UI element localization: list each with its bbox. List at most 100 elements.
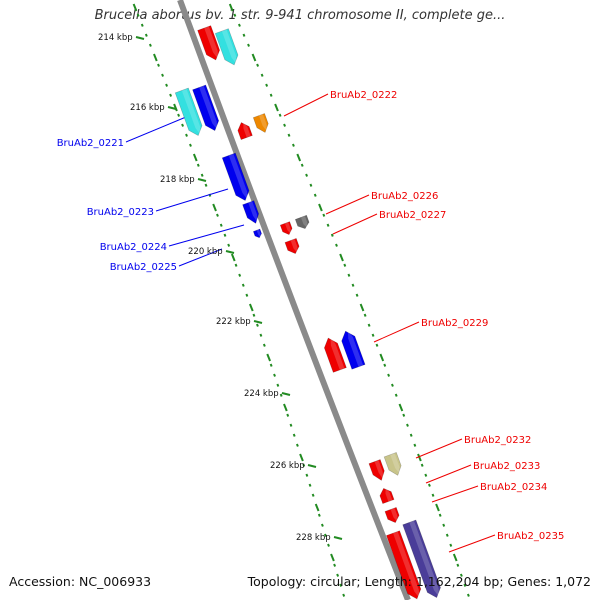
ruler-tick: [253, 320, 263, 324]
minor-tick: [238, 23, 241, 27]
minor-tick: [227, 243, 231, 247]
minor-tick: [456, 563, 460, 567]
gene-bruab2-0232[interactable]: [383, 452, 404, 477]
minor-tick: [189, 143, 192, 147]
gene-label-bruab2-0227[interactable]: BruAb2_0227: [379, 210, 446, 221]
minor-tick: [333, 563, 337, 567]
label-leader: [431, 485, 479, 503]
gene-cyan[interactable]: [214, 28, 240, 68]
gene-label-bruab2-0229[interactable]: BruAb2_0229: [421, 318, 488, 329]
minor-tick: [136, 13, 140, 17]
map-title: Brucella abortus bv. 1 str. 9-941 chromo…: [94, 8, 506, 23]
gene-bruab2-0235[interactable]: [402, 519, 444, 600]
major-tick: [248, 303, 254, 312]
minor-tick: [466, 593, 470, 597]
minor-tick: [157, 63, 160, 67]
minor-tick: [313, 193, 317, 197]
major-tick: [318, 203, 323, 212]
gene-bruab2-0222[interactable]: [252, 113, 270, 134]
minor-tick: [245, 293, 249, 297]
major-tick: [435, 503, 440, 512]
label-leader: [415, 438, 463, 459]
minor-tick: [459, 573, 463, 577]
gene-label-bruab2-0222[interactable]: BruAb2_0222: [330, 90, 397, 101]
gene-bruab2-0234[interactable]: [384, 506, 401, 524]
label-leader: [332, 213, 378, 235]
major-tick: [153, 53, 158, 62]
gene-label-bruab2-0224[interactable]: BruAb2_0224: [100, 242, 167, 253]
minor-tick: [259, 333, 263, 337]
minor-tick: [343, 263, 347, 267]
minor-tick: [262, 343, 266, 347]
minor-tick: [269, 363, 273, 367]
label-leaders: [125, 93, 496, 553]
gene-bruab2-0229[interactable]: [339, 329, 366, 370]
gene-label-bruab2-0226[interactable]: BruAb2_0226: [371, 191, 438, 202]
minor-tick: [216, 213, 219, 217]
major-tick: [192, 153, 198, 162]
gene-label-bruab2-0223[interactable]: BruAb2_0223: [87, 207, 154, 218]
minor-tick: [300, 163, 304, 167]
minor-tick: [463, 583, 467, 587]
major-tick: [398, 403, 404, 412]
gene-bruab2-0223[interactable]: [221, 152, 252, 203]
minor-tick: [320, 523, 324, 527]
gene-label-bruab2-0235[interactable]: BruAb2_0235: [497, 531, 564, 542]
minor-tick: [449, 543, 453, 547]
minor-tick: [223, 233, 227, 237]
minor-tick: [375, 343, 379, 347]
major-tick: [173, 103, 178, 112]
major-tick: [251, 53, 257, 62]
gene-forward[interactable]: [322, 336, 347, 373]
minor-tick: [326, 223, 330, 227]
gene-forward[interactable]: [368, 459, 387, 483]
major-tick: [379, 353, 385, 362]
label-leader: [125, 116, 187, 143]
label-leader: [155, 188, 229, 212]
gene-label-bruab2-0232[interactable]: BruAb2_0232: [464, 435, 531, 446]
gene-bruab2-0226[interactable]: [279, 221, 294, 237]
minor-tick: [289, 423, 293, 427]
minor-tick: [336, 573, 340, 577]
gene-bruab2-0227[interactable]: [294, 214, 310, 230]
gene-bruab2-0225[interactable]: [252, 228, 262, 239]
minor-tick: [144, 33, 148, 37]
ruler-tick: [197, 178, 207, 182]
minor-tick: [355, 293, 359, 297]
gene-label-bruab2-0221[interactable]: BruAb2_0221: [57, 138, 124, 149]
minor-tick: [273, 373, 276, 377]
minor-tick: [196, 163, 200, 167]
minor-tick: [283, 123, 286, 127]
genome-summary: Topology: circular; Length: 1,162,204 bp…: [247, 574, 591, 589]
label-leader: [283, 93, 329, 117]
gene-bruab2-0224[interactable]: [242, 200, 262, 226]
gene-label-bruab2-0234[interactable]: BruAb2_0234: [480, 482, 547, 493]
gene-label-bruab2-0233[interactable]: BruAb2_0233: [473, 461, 540, 472]
minor-tick: [219, 223, 223, 227]
gene-forward[interactable]: [386, 530, 423, 600]
minor-tick: [339, 583, 343, 587]
ruler-tick: [167, 106, 177, 110]
gene-bruab2-0221[interactable]: [192, 84, 222, 133]
gene-forward[interactable]: [197, 25, 223, 63]
minor-tick: [233, 13, 237, 17]
minor-tick: [165, 83, 169, 87]
minor-tick: [247, 43, 250, 47]
ruler-tick: [281, 392, 291, 396]
minor-tick: [409, 433, 413, 437]
gene-forward[interactable]: [284, 237, 301, 255]
gene-label-bruab2-0225[interactable]: BruAb2_0225: [110, 262, 177, 273]
genes: [174, 25, 444, 600]
minor-tick: [302, 463, 306, 467]
minor-tick: [383, 363, 387, 367]
gene-forward[interactable]: [236, 120, 253, 140]
gene-cyan[interactable]: [174, 87, 205, 138]
minor-tick: [286, 413, 290, 417]
major-tick: [212, 203, 217, 212]
minor-tick: [238, 273, 242, 277]
minor-tick: [161, 73, 164, 77]
gene-bruab2-0233[interactable]: [378, 486, 395, 505]
minor-tick: [351, 283, 355, 287]
minor-tick: [324, 533, 327, 537]
